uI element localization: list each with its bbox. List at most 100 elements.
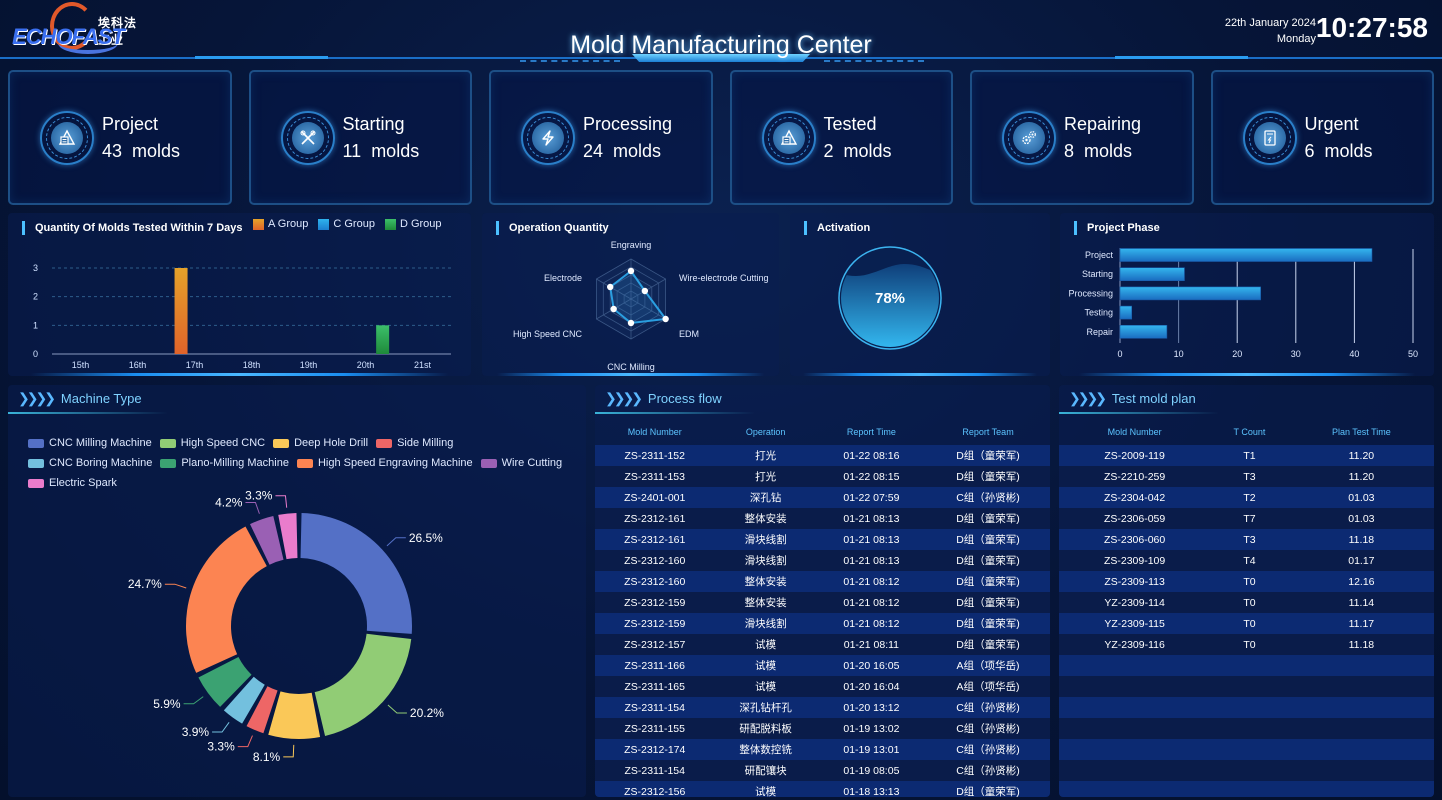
test-plan-row[interactable]: ZS-2309-109 T4 01.17 — [1059, 550, 1434, 571]
process-flow-row[interactable]: ZS-2311-155 研配脱料板 01-19 13:02 C组（孙贤彬) — [595, 718, 1050, 739]
operation-radar-chart: Engraving Wire-electrode Cutting EDM CNC Mi… — [513, 240, 769, 372]
bar-processing[interactable] — [1119, 286, 1261, 301]
process-flow-row[interactable]: ZS-2311-153 打光 01-22 08:15 D组（童荣军) — [595, 466, 1050, 487]
test-plan-row[interactable]: ZS-2304-042 T2 01.03 — [1059, 487, 1434, 508]
stat-card-project[interactable]: Project 43 molds — [8, 70, 232, 205]
donut-slice-high-speed-cnc[interactable] — [314, 633, 412, 736]
pyramid-chart-icon — [40, 110, 94, 165]
radar-point[interactable] — [662, 315, 669, 323]
radar-point[interactable] — [627, 319, 635, 327]
column-header[interactable]: Report Time — [846, 427, 896, 437]
donut-slice-cnc-milling-machine[interactable] — [300, 513, 412, 634]
legend-item[interactable]: Side Milling — [376, 437, 453, 449]
section-title: ❯❯❯❯ Machine Type — [18, 390, 142, 407]
process-flow-row[interactable]: ZS-2312-157 试模 01-21 08:11 D组（童荣军) — [595, 634, 1050, 655]
process-flow-row[interactable]: ZS-2312-161 整体安装 01-21 08:13 D组（童荣军) — [595, 508, 1050, 529]
process-flow-row[interactable]: ZS-2311-152 打光 01-22 08:16 D组（童荣军) — [595, 445, 1050, 466]
test-plan-row[interactable] — [1059, 655, 1434, 676]
legend-item[interactable]: CNC Boring Machine — [28, 457, 152, 469]
test-plan-row[interactable]: ZS-2306-060 T3 11.18 — [1059, 529, 1434, 550]
bar-repair[interactable] — [1119, 325, 1168, 339]
legend-item[interactable]: Wire Cutting — [480, 457, 562, 469]
radar-point[interactable] — [607, 283, 614, 291]
test-plan-row[interactable]: ZS-2009-119 T1 11.20 — [1059, 445, 1434, 466]
table-cell: D组（童荣军) — [926, 592, 1050, 613]
process-flow-row[interactable]: ZS-2311-154 研配镶块 01-19 08:05 C组（孙贤彬) — [595, 760, 1050, 781]
bar-starting[interactable] — [1119, 267, 1185, 282]
radar-point[interactable] — [627, 267, 635, 275]
legend-item[interactable]: Electric Spark — [28, 477, 117, 489]
test-plan-row[interactable] — [1059, 697, 1434, 718]
process-flow-row[interactable]: ZS-2311-166 试模 01-20 16:05 A组（项华岳) — [595, 655, 1050, 676]
legend-item[interactable]: High Speed CNC — [159, 437, 265, 449]
table-cell: 01-21 08:12 — [816, 592, 927, 613]
table-cell: C组（孙贤彬) — [926, 487, 1050, 508]
column-header[interactable]: Report Team — [962, 427, 1014, 437]
stat-card-urgent[interactable]: Urgent 6 molds — [1210, 70, 1434, 205]
radar-axis — [630, 298, 666, 320]
stat-card-starting[interactable]: Starting 11 molds — [248, 70, 472, 205]
donut-slice-electric-spark[interactable] — [278, 513, 298, 560]
table-cell — [1059, 697, 1211, 718]
test-plan-row[interactable]: ZS-2306-059 T7 01.03 — [1059, 508, 1434, 529]
column-header[interactable]: Mold Number — [1107, 427, 1162, 437]
table-cell: T1 — [1210, 445, 1289, 466]
test-plan-row[interactable]: ZS-2309-113 T0 12.16 — [1059, 571, 1434, 592]
test-plan-row[interactable]: ZS-2210-259 T3 11.20 — [1059, 466, 1434, 487]
legend-item[interactable]: CNC Milling Machine — [28, 437, 152, 449]
table-cell: D组（童荣军) — [926, 613, 1050, 634]
legend-swatch — [253, 218, 264, 230]
column-header[interactable]: Operation — [745, 427, 786, 437]
test-plan-row[interactable] — [1059, 781, 1434, 797]
bar-a-group[interactable] — [174, 268, 188, 354]
legend-item[interactable]: Plano-Milling Machine — [160, 457, 289, 469]
process-flow-row[interactable]: ZS-2311-154 深孔钻杆孔 01-20 13:12 C组（孙贤彬) — [595, 697, 1050, 718]
donut-slice-plano-milling-machine[interactable] — [198, 656, 252, 707]
stat-count: 6 — [1304, 140, 1315, 161]
legend-a-group[interactable]: A Group — [253, 218, 308, 230]
test-plan-row[interactable]: YZ-2309-114 T0 11.14 — [1059, 592, 1434, 613]
process-flow-row[interactable]: ZS-2311-165 试模 01-20 16:04 A组（项华岳) — [595, 676, 1050, 697]
process-flow-row[interactable]: ZS-2312-161 滑块线割 01-21 08:13 D组（童荣军) — [595, 529, 1050, 550]
bar-d-group[interactable] — [376, 325, 390, 354]
table-cell: 01-22 08:15 — [816, 466, 927, 487]
test-plan-row[interactable] — [1059, 739, 1434, 760]
legend-c-group[interactable]: C Group — [318, 218, 375, 230]
process-flow-row[interactable]: ZS-2312-159 滑块线割 01-21 08:12 D组（童荣军) — [595, 613, 1050, 634]
bar-project[interactable] — [1119, 248, 1373, 262]
test-plan-row[interactable] — [1059, 676, 1434, 697]
legend-item[interactable]: High Speed Engraving Machine — [296, 457, 473, 469]
donut-slice-deep-hole-drill[interactable] — [268, 691, 321, 739]
clock: 10:27:58 — [1315, 12, 1428, 43]
test-plan-row[interactable]: YZ-2309-116 T0 11.18 — [1059, 634, 1434, 655]
donut-slice-wire-cutting[interactable] — [250, 515, 284, 565]
process-flow-row[interactable]: ZS-2401-001 深孔钻 01-22 07:59 C组（孙贤彬) — [595, 487, 1050, 508]
column-header[interactable]: Mold Number — [627, 427, 682, 437]
stat-card-repairing[interactable]: Repairing 8 molds — [970, 70, 1194, 205]
stat-count: 24 — [583, 140, 604, 161]
donut-slice-cnc-boring-machine[interactable] — [223, 676, 265, 724]
process-flow-row[interactable]: ZS-2312-160 滑块线割 01-21 08:13 D组（童荣军) — [595, 550, 1050, 571]
column-header[interactable]: T Count — [1233, 427, 1266, 437]
column-header[interactable]: Plan Test Time — [1331, 427, 1391, 437]
table-cell: D组（童荣军) — [926, 445, 1050, 466]
stat-card-tested[interactable]: Tested 2 molds — [729, 70, 953, 205]
test-plan-row[interactable]: YZ-2309-115 T0 11.17 — [1059, 613, 1434, 634]
test-plan-row[interactable] — [1059, 760, 1434, 781]
x-tick-label: 40 — [1349, 349, 1359, 359]
radar-point[interactable] — [610, 305, 617, 313]
stat-label: Tested — [823, 113, 877, 134]
donut-slice-high-speed-engraving-machine[interactable] — [186, 526, 267, 673]
process-flow-row[interactable]: ZS-2312-174 整体数控铣 01-19 13:01 C组（孙贤彬) — [595, 739, 1050, 760]
stat-card-processing[interactable]: Processing 24 molds — [489, 70, 713, 205]
radar-point[interactable] — [641, 287, 649, 295]
bar-testing[interactable] — [1119, 305, 1133, 320]
table-cell: ZS-2311-166 — [595, 655, 715, 676]
test-plan-row[interactable] — [1059, 718, 1434, 739]
legend-item[interactable]: Deep Hole Drill — [273, 437, 368, 449]
legend-d-group[interactable]: D Group — [384, 218, 442, 230]
process-flow-row[interactable]: ZS-2312-160 整体安装 01-21 08:12 D组（童荣军) — [595, 571, 1050, 592]
process-flow-row[interactable]: ZS-2312-156 试模 01-18 13:13 D组（童荣军) — [595, 781, 1050, 797]
donut-slice-side-milling[interactable] — [246, 686, 278, 734]
process-flow-row[interactable]: ZS-2312-159 整体安装 01-21 08:12 D组（童荣军) — [595, 592, 1050, 613]
